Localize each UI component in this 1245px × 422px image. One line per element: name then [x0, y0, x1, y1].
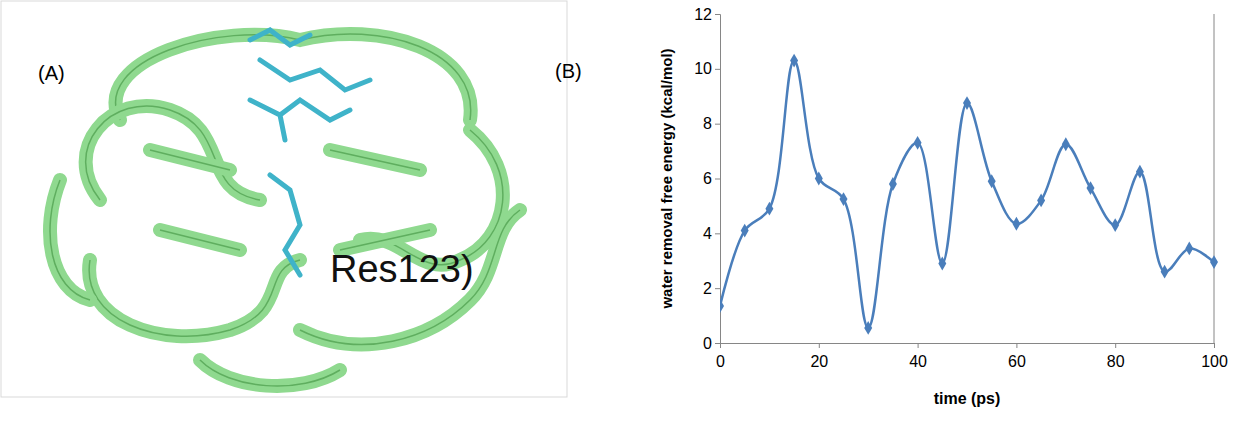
y-tick: 10	[694, 60, 720, 77]
marker	[1062, 137, 1070, 151]
ligand-stick	[270, 175, 300, 275]
marker	[765, 202, 773, 216]
marker	[1136, 165, 1144, 179]
y-tick-mark	[715, 288, 720, 289]
ribbon-edge	[200, 360, 340, 386]
x-tick-label: 0	[716, 353, 725, 370]
marker	[741, 224, 749, 238]
y-tick-label: 12	[694, 6, 712, 23]
x-tick: 60	[1008, 343, 1026, 370]
marker	[1210, 255, 1218, 269]
y-tick: 8	[703, 115, 720, 132]
marker	[1087, 181, 1095, 195]
panel-a-frame	[1, 1, 567, 397]
plot-frame-right	[1214, 14, 1215, 343]
marker	[889, 177, 897, 191]
x-tick-mark	[819, 343, 820, 348]
residue-label: Res123)	[330, 248, 474, 290]
x-tick: 0	[716, 343, 725, 370]
marker	[1185, 242, 1193, 256]
marker	[963, 96, 971, 110]
y-tick-mark	[715, 179, 720, 180]
ribbon	[150, 150, 430, 250]
x-tick: 40	[909, 343, 927, 370]
x-tick: 20	[810, 343, 828, 370]
y-tick-mark	[715, 124, 720, 125]
markers	[720, 54, 1218, 335]
marker	[790, 54, 798, 68]
marker	[815, 172, 823, 186]
ligand-stick	[250, 30, 370, 90]
y-axis-line	[715, 15, 721, 344]
ribbon-edge	[50, 180, 90, 300]
marker	[1037, 194, 1045, 208]
ribbon	[50, 180, 90, 300]
marker	[914, 136, 922, 150]
x-axis-line	[721, 344, 1215, 349]
y-tick: 2	[703, 280, 720, 297]
marker	[1111, 218, 1119, 232]
y-axis: 0 2 4 6 8 10 12	[694, 6, 720, 352]
y-tick-label: 8	[703, 115, 712, 132]
marker	[1161, 265, 1169, 279]
marker	[988, 174, 996, 188]
marker	[720, 299, 724, 313]
y-tick-mark	[715, 14, 720, 15]
y-tick: 6	[703, 170, 720, 187]
ribbon	[89, 260, 300, 336]
x-tick-mark	[1115, 343, 1116, 348]
x-tick-label: 60	[1008, 353, 1026, 370]
x-tick: 100	[1201, 343, 1228, 370]
y-tick: 0	[703, 335, 720, 352]
y-tick: 12	[694, 6, 720, 23]
panel-b: (B) 0 2 4 6 8 10 12 0 20 40 60 80 100 time (ps) water r…	[555, 6, 1228, 407]
x-tick-mark	[918, 343, 919, 348]
y-tick-mark	[715, 69, 720, 70]
x-tick-label: 20	[810, 353, 828, 370]
marker	[840, 192, 848, 206]
panel-a: (A) Res123)	[1, 1, 567, 397]
y-tick-mark	[715, 343, 720, 344]
series-line	[720, 61, 1214, 328]
panel-label: (B)	[555, 60, 582, 82]
x-tick: 80	[1107, 343, 1125, 370]
ligand-stick	[250, 100, 350, 140]
y-tick-label: 10	[694, 60, 712, 77]
y-tick-label: 6	[703, 170, 712, 187]
x-tick-label: 40	[909, 353, 927, 370]
y-tick-mark	[715, 233, 720, 234]
marker	[864, 321, 872, 335]
y-tick-label: 0	[703, 335, 712, 352]
y-tick: 4	[703, 225, 720, 242]
x-axis: 0 20 40 60 80 100	[716, 343, 1228, 370]
y-tick-label: 2	[703, 280, 712, 297]
ribbon	[200, 360, 340, 386]
y-axis-title: water removal free energy (kcal/mol)	[658, 48, 675, 309]
x-tick-label: 100	[1201, 353, 1228, 370]
panel-label: (A)	[38, 62, 65, 84]
plot-area	[720, 61, 1214, 328]
x-tick-mark	[720, 343, 721, 348]
ribbon-edge	[150, 150, 430, 250]
marker	[1012, 217, 1020, 231]
x-tick-mark	[1016, 343, 1017, 348]
x-tick-label: 80	[1107, 353, 1125, 370]
y-tick-label: 4	[703, 225, 712, 242]
marker	[938, 257, 946, 271]
ribbon-edge	[89, 260, 300, 336]
x-tick-mark	[1214, 343, 1215, 348]
x-axis-title: time (ps)	[934, 390, 1001, 407]
